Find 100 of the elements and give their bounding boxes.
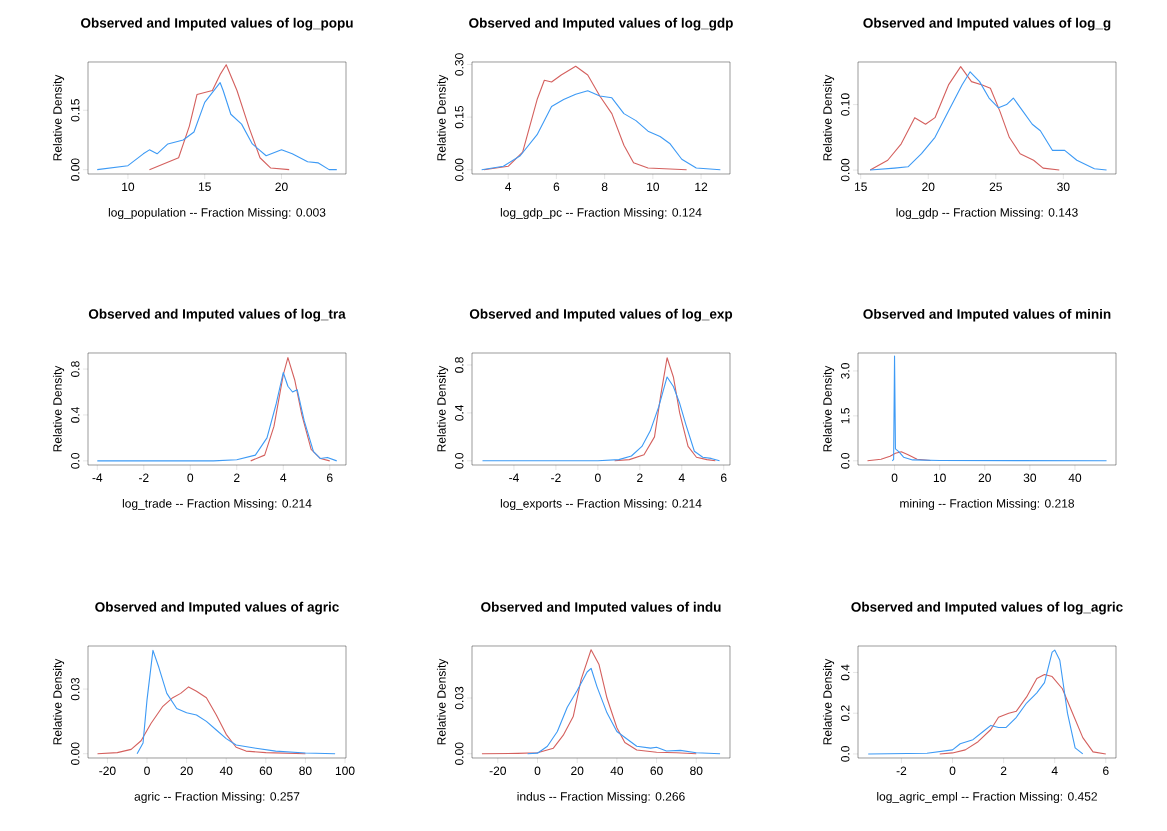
x-axis-title: mining -- Fraction Missing: 0.218	[900, 498, 1075, 511]
y-tick-label: 0.00	[70, 158, 80, 181]
x-tick-label: 0	[187, 473, 194, 483]
y-tick-label: 3.0	[840, 363, 850, 379]
y-axis-title: Relative Density	[436, 658, 449, 745]
y-axis-title: Relative Density	[52, 74, 65, 161]
x-tick-label: 6	[1103, 766, 1109, 776]
y-tick-label: 0.00	[70, 742, 80, 765]
y-tick-label: 1.5	[841, 408, 850, 424]
x-axis-title: agric -- Fraction Missing: 0.257	[134, 791, 300, 804]
x-tick-label: 20	[180, 766, 193, 776]
x-tick-label: 40	[610, 766, 624, 776]
x-tick-label: 20	[922, 182, 935, 192]
x-tick-label: 6	[327, 473, 333, 483]
y-axis-title: Relative Density	[52, 365, 65, 452]
line-series	[136, 649, 336, 755]
x-tick-label: 80	[299, 766, 312, 776]
line-series	[481, 90, 721, 171]
chart-title: Observed and Imputed values of log_g	[863, 17, 1111, 31]
x-tick-label: 10	[122, 182, 135, 192]
y-axis-title: Relative Density	[436, 74, 449, 161]
x-tick-label: -20	[489, 766, 507, 776]
x-tick-label: 2	[637, 473, 643, 482]
x-tick-label: -2	[551, 473, 561, 482]
y-tick-label: 0.10	[840, 93, 850, 116]
x-tick-label: 4	[505, 182, 512, 191]
line-series	[148, 64, 290, 171]
x-tick-label: 8	[601, 182, 608, 192]
x-tick-label: 40	[219, 766, 233, 776]
line-series	[891, 355, 1108, 462]
chart-title: Observed and Imputed values of minin	[863, 308, 1111, 322]
x-tick-label: 40	[1068, 473, 1082, 483]
x-axis-title: log_agric_empl -- Fraction Missing: 0.452	[877, 791, 1097, 804]
line-series	[939, 673, 1107, 755]
x-tick-label: 20	[275, 182, 288, 192]
y-axis-title: Relative Density	[52, 658, 65, 745]
x-tick-label: 80	[690, 766, 703, 776]
x-tick-label: 6	[721, 473, 727, 483]
x-tick-label: 6	[553, 182, 560, 192]
line-series	[614, 357, 716, 462]
y-tick-label: 0.0	[70, 452, 80, 469]
y-tick-label: 0.0	[454, 452, 464, 469]
y-tick-label: 0.03	[454, 686, 464, 710]
x-tick-label: 0	[595, 473, 601, 483]
y-tick-label: 0.4	[70, 406, 80, 423]
line-series	[867, 649, 1084, 755]
y-tick-label: 0.2	[840, 705, 850, 722]
y-tick-label: 0.4	[840, 664, 850, 681]
y-tick-label: 0.30	[454, 53, 464, 76]
chart-title: Observed and Imputed values of agric	[95, 601, 339, 615]
y-tick-label: 0.8	[454, 357, 464, 373]
chart-title: Observed and Imputed values of log_tra	[88, 308, 346, 322]
chart-title: Observed and Imputed values of log_agric	[851, 601, 1123, 615]
x-tick-label: 0	[144, 766, 150, 776]
x-axis-title: log_gdp_pc -- Fraction Missing: 0.124	[500, 207, 702, 220]
x-axis-title: log_exports -- Fraction Missing: 0.214	[500, 498, 702, 511]
x-tick-label: 20	[571, 766, 584, 776]
chart-title: Observed and Imputed values of log_gdp	[469, 17, 733, 31]
line-series	[96, 371, 338, 462]
line-series	[481, 649, 697, 755]
x-tick-label: -4	[92, 473, 103, 482]
x-tick-label: 20	[978, 473, 991, 483]
x-tick-label: 0	[534, 766, 541, 776]
y-tick-label: 0.03	[70, 677, 80, 701]
x-tick-label: 100	[335, 766, 355, 776]
x-tick-label: 4	[678, 473, 685, 482]
y-axis-title: Relative Density	[822, 74, 835, 161]
y-tick-label: 0.15	[454, 105, 464, 129]
x-tick-label: 4	[280, 473, 287, 482]
x-tick-label: 60	[259, 766, 273, 776]
x-tick-label: 30	[1023, 473, 1037, 483]
chart-title: Observed and Imputed values of log_exp	[469, 308, 733, 322]
x-tick-label: 15	[198, 182, 211, 191]
x-tick-label: 30	[1057, 182, 1070, 192]
x-tick-label: 2	[234, 473, 240, 482]
x-tick-label: 0	[949, 766, 956, 776]
x-tick-label: 12	[695, 182, 708, 191]
y-tick-label: 0.4	[454, 404, 464, 421]
x-axis-title: log_gdp -- Fraction Missing: 0.143	[896, 207, 1078, 220]
x-tick-label: 15	[854, 182, 867, 191]
x-tick-label: -20	[99, 766, 116, 776]
x-tick-label: 25	[989, 182, 1002, 192]
y-tick-label: 0.15	[70, 99, 80, 122]
y-tick-label: 0.0	[840, 746, 850, 762]
x-axis-title: log_population -- Fraction Missing: 0.003	[108, 207, 326, 220]
y-tick-label: 0.00	[454, 158, 464, 181]
x-tick-label: 4	[1051, 766, 1058, 775]
chart-title: Observed and Imputed values of indu	[481, 601, 721, 615]
x-tick-label: -2	[896, 766, 907, 775]
y-tick-label: 0.0	[840, 452, 850, 469]
y-tick-label: 0.00	[454, 742, 464, 765]
chart-title: Observed and Imputed values of log_popu	[81, 17, 353, 31]
y-axis-title: Relative Density	[822, 658, 835, 745]
x-tick-label: 10	[933, 473, 946, 483]
x-axis-title: indus -- Fraction Missing: 0.266	[517, 791, 685, 804]
x-axis-title: log_trade -- Fraction Missing: 0.214	[122, 498, 312, 511]
x-tick-label: 10	[647, 182, 660, 192]
line-series	[250, 357, 331, 462]
y-axis-title: Relative Density	[436, 365, 449, 452]
line-series	[481, 376, 721, 462]
